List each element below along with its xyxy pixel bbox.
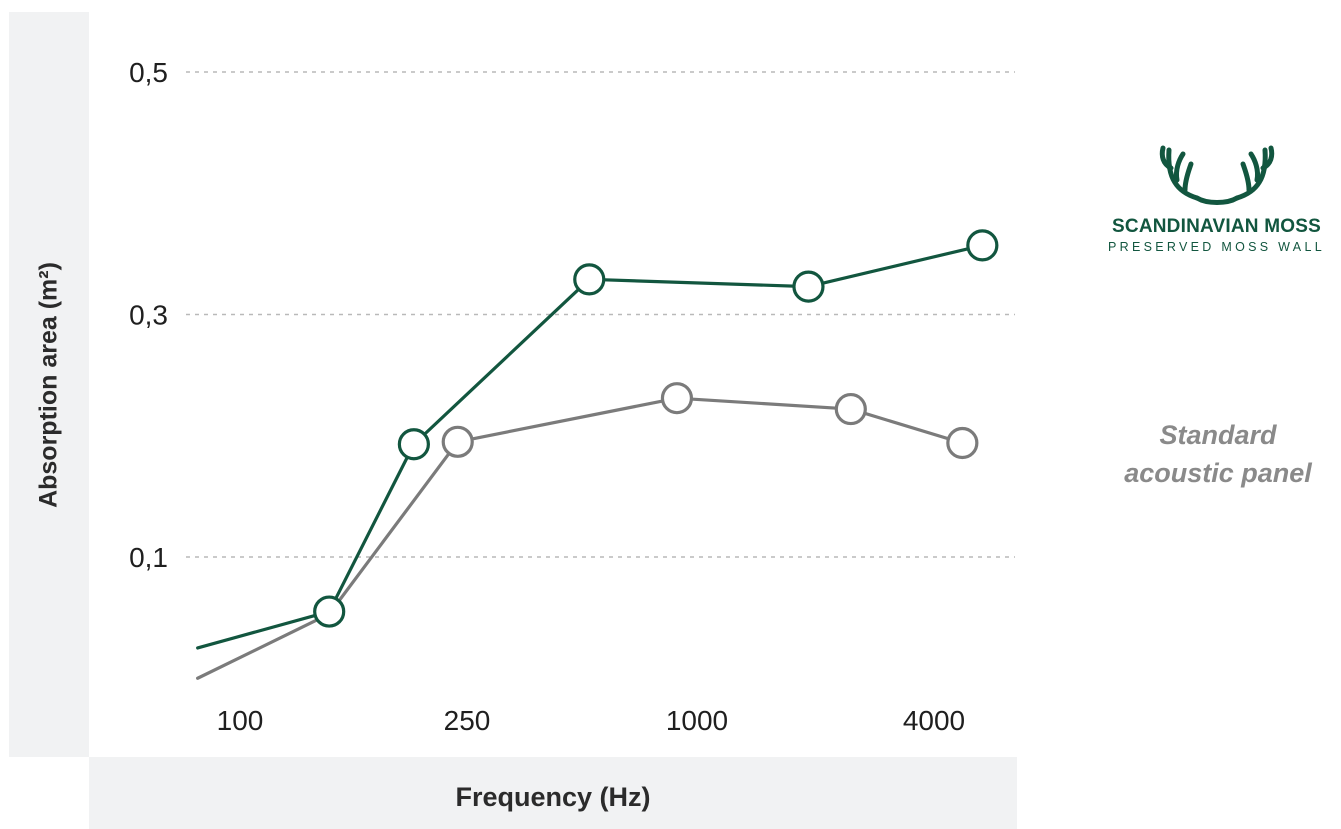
y-tick-label: 0,3 [129, 300, 168, 331]
x-axis-panel [89, 757, 1017, 829]
data-point [660, 382, 694, 415]
data-point [573, 263, 606, 296]
data-point [313, 595, 346, 628]
brand-tagline: PRESERVED MOSS WALL [1108, 240, 1325, 254]
standard-panel-legend: Standard acoustic panel [1108, 416, 1328, 492]
plot-area: 0,1 0,3 0,5 100 250 1000 4000 [129, 57, 1015, 736]
x-tick-label: 4000 [903, 705, 965, 736]
data-point [397, 428, 430, 461]
x-tick-label: 100 [217, 705, 264, 736]
antlers-icon [1159, 145, 1274, 205]
brand-name: SCANDINAVIAN MOSS [1112, 216, 1321, 237]
data-point [834, 392, 867, 426]
x-tick-label: 250 [444, 705, 491, 736]
y-tick-label: 0,5 [129, 57, 168, 88]
data-point [966, 229, 999, 262]
series-line [196, 396, 964, 680]
x-axis-label: Frequency (Hz) [455, 782, 651, 812]
moss-legend: SCANDINAVIAN MOSS PRESERVED MOSS WALL [1089, 140, 1341, 254]
data-point [441, 425, 474, 458]
standard-legend-line-1: Standard [1159, 420, 1277, 450]
data-point [792, 270, 825, 303]
y-tick-label: 0,1 [129, 542, 168, 573]
data-point [946, 426, 979, 460]
standard-legend-line-2: acoustic panel [1124, 458, 1312, 488]
x-tick-label: 1000 [666, 705, 728, 736]
series-line [196, 243, 984, 650]
y-axis-panel [9, 12, 89, 757]
